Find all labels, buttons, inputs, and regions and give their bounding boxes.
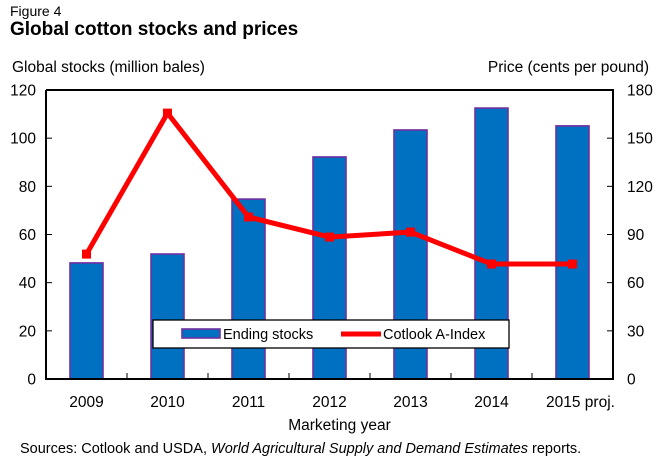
source-suffix: reports. (528, 441, 582, 457)
left-axis-tick-label: 100 (10, 131, 36, 148)
right-axis-tick-label: 60 (627, 275, 645, 292)
left-axis-tick-label: 120 (10, 83, 36, 100)
tick-labels: 0 20 40 60 80 100 120 0 30 60 90 120 150 180 2009 2010 2… (10, 83, 653, 435)
x-axis-tick-label: 2010 (150, 394, 185, 411)
source-note: Sources: Cotlook and USDA, World Agricul… (20, 441, 581, 457)
right-axis-tick-label: 90 (627, 227, 645, 244)
price-marker (163, 108, 172, 118)
bar-2010 (150, 253, 185, 380)
bar-2009 (69, 262, 104, 380)
left-axis-tick-label: 80 (19, 179, 37, 196)
x-axis-title: Marketing year (288, 417, 391, 434)
price-marker (568, 259, 577, 269)
right-axis-tick-label: 30 (627, 323, 645, 340)
x-axis-tick-label: 2009 (69, 394, 103, 411)
price-marker (244, 212, 253, 222)
price-marker (487, 259, 496, 269)
source-publication: World Agricultural Supply and Demand Est… (211, 441, 529, 457)
right-axis-tick-label: 0 (627, 372, 636, 389)
legend: Ending stocks Cotlook A-Index (152, 319, 510, 349)
left-axis-tick-label: 0 (27, 372, 36, 389)
right-axis-tick-label: 120 (627, 179, 653, 196)
right-axis-tick-label: 180 (627, 83, 653, 100)
legend-swatch-ending-stocks (181, 328, 221, 339)
price-marker (406, 227, 415, 237)
right-axis-title: Price (cents per pound) (487, 59, 649, 76)
legend-label-cotlook-a-index: Cotlook A-Index (383, 327, 486, 343)
bar-series-ending-stocks (69, 107, 590, 380)
x-axis-tick-label: 2015 proj. (546, 394, 615, 411)
legend-label-ending-stocks: Ending stocks (223, 327, 313, 343)
x-axis-tick-label: 2011 (232, 394, 265, 411)
left-axis-tick-label: 40 (19, 275, 37, 292)
axes (45, 89, 614, 380)
x-axis-tick-label: 2012 (312, 394, 346, 411)
price-marker (325, 232, 334, 242)
chart-title: Global cotton stocks and prices (10, 19, 299, 40)
right-axis-tick-label: 150 (627, 131, 653, 148)
bar-2015proj (555, 125, 590, 380)
line-series-cotlook-a-index (82, 108, 577, 269)
price-marker (82, 249, 91, 259)
figure-label: Figure 4 (10, 3, 62, 19)
left-axis-tick-label: 60 (19, 227, 37, 244)
source-prefix: Sources: Cotlook and USDA, (20, 441, 212, 457)
bar-2011 (231, 198, 266, 380)
x-axis-tick-label: 2014 (474, 394, 509, 411)
x-axis-tick-label: 2013 (393, 394, 427, 411)
left-axis-tick-label: 20 (19, 323, 37, 340)
left-axis-title: Global stocks (million bales) (12, 59, 205, 76)
